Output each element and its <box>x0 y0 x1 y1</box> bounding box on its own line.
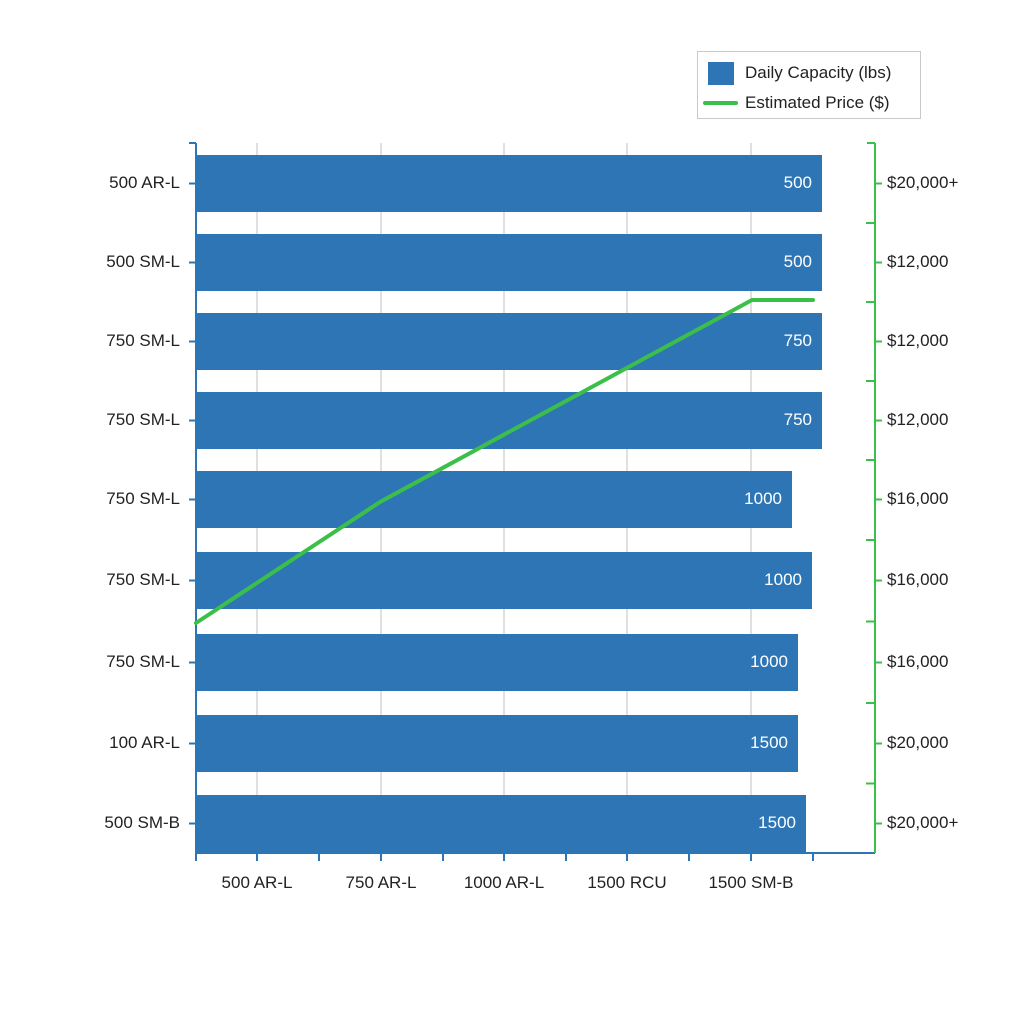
category-label: 750 SM-L <box>106 488 180 508</box>
bar-value-label: 1500 <box>750 732 788 752</box>
bar <box>196 234 822 291</box>
category-label: 750 SM-L <box>106 569 180 589</box>
bar-value-label: 1000 <box>744 488 782 508</box>
bar-value-label: 1000 <box>750 651 788 671</box>
bar <box>196 471 792 528</box>
bar <box>196 795 806 852</box>
legend-label-capacity: Daily Capacity (lbs) <box>745 63 892 82</box>
bar <box>196 715 798 772</box>
legend: Daily Capacity (lbs) Estimated Price ($) <box>697 51 921 119</box>
x-axis-label: 1500 RCU <box>587 873 667 892</box>
legend-label-price: Estimated Price ($) <box>745 93 890 112</box>
price-axis-label: $12,000 <box>887 251 949 271</box>
price-line <box>194 298 815 625</box>
x-axis-label: 500 AR-L <box>221 873 293 892</box>
bar-value-label: 500 <box>783 251 812 271</box>
bar-value-label: 750 <box>783 330 812 350</box>
bar <box>196 313 822 370</box>
bar-value-label: 1000 <box>764 569 802 589</box>
bar <box>196 155 822 212</box>
bar-value-label: 1500 <box>758 812 796 832</box>
category-label: 750 SM-L <box>106 330 180 350</box>
category-label: 750 SM-L <box>106 651 180 671</box>
category-label: 500 AR-L <box>109 172 180 192</box>
bar-value-label: 750 <box>783 409 812 429</box>
price-axis-label: $16,000 <box>887 651 949 671</box>
category-label: 100 AR-L <box>109 732 180 752</box>
price-axis-label: $16,000 <box>887 569 949 589</box>
x-axis-label: 750 AR-L <box>345 873 417 892</box>
bar <box>196 552 812 609</box>
bar <box>196 634 798 691</box>
category-label: 500 SM-L <box>106 251 180 271</box>
price-axis-label: $20,000+ <box>887 812 959 832</box>
category-label: 500 SM-B <box>104 812 180 832</box>
category-label: 750 SM-L <box>106 409 180 429</box>
bar-value-label: 500 <box>783 172 812 192</box>
legend-line-swatch-icon <box>703 101 738 105</box>
price-axis-label: $20,000+ <box>887 172 959 192</box>
x-axis-label: 1000 AR-L <box>463 873 545 892</box>
axes <box>189 142 882 861</box>
bar <box>196 392 822 449</box>
legend-bar-swatch-icon <box>708 61 734 85</box>
price-axis-label: $16,000 <box>887 488 949 508</box>
x-axis-label: 1500 SM-B <box>708 873 794 892</box>
price-axis-label: $12,000 <box>887 409 949 429</box>
price-axis-label: $12,000 <box>887 330 949 350</box>
capacity-bars <box>196 155 822 852</box>
price-axis-label: $20,000 <box>887 732 949 752</box>
